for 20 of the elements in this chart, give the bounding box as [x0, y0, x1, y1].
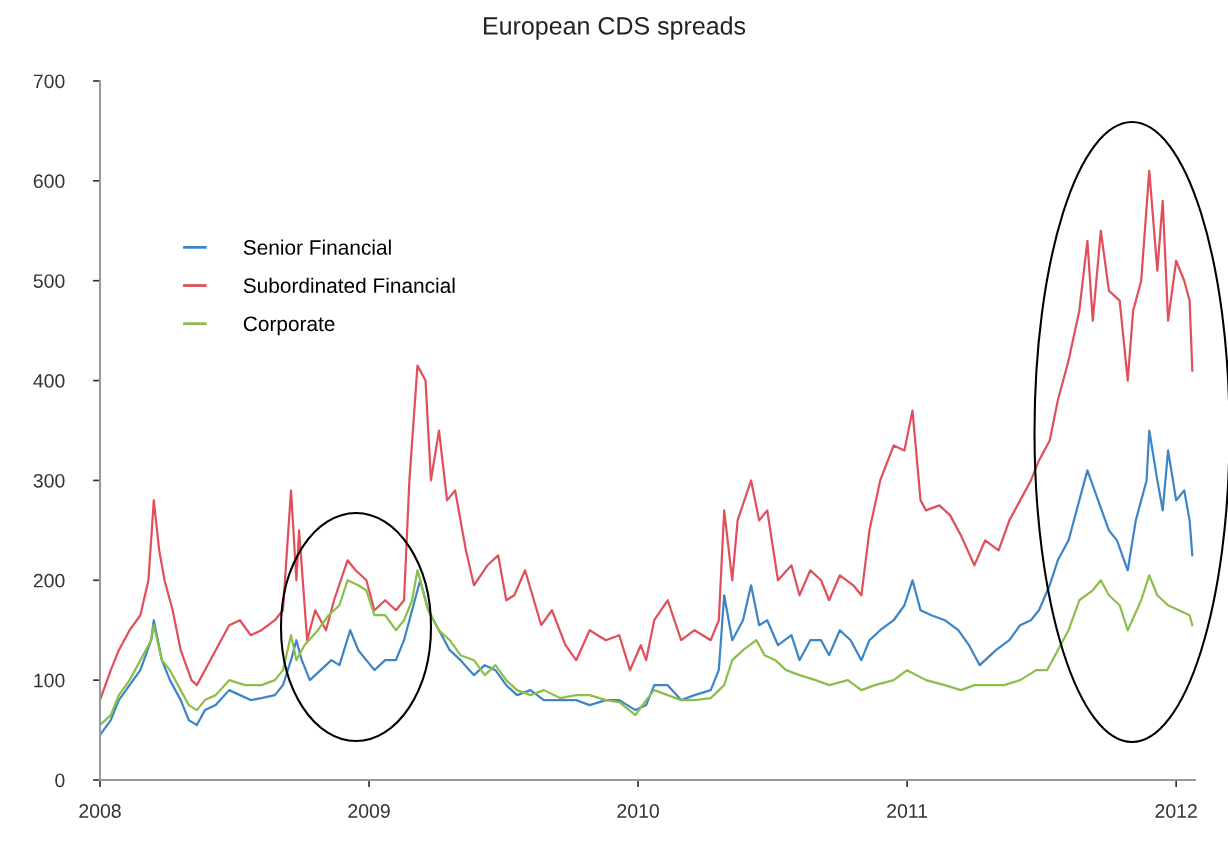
y-tick-label: 100	[34, 673, 65, 688]
legend-label: Subordinated Financial	[243, 277, 455, 294]
line-series	[100, 169, 1194, 702]
y-tick-label: 600	[33, 174, 65, 189]
x-tick-label: 2011	[887, 804, 928, 818]
line-series	[100, 569, 1194, 727]
x-tick-label: 2009	[348, 804, 390, 818]
y-tick-label: 200	[33, 573, 65, 588]
legend-label: Corporate	[243, 316, 335, 336]
chart-title: European CDS spreads	[484, 16, 746, 40]
y-tick-label: 700	[33, 74, 65, 89]
x-tick-label: 2012	[1155, 804, 1197, 818]
line-series	[100, 429, 1194, 737]
y-tick-label: 0	[55, 773, 65, 788]
y-tick-label: 500	[33, 274, 65, 288]
legend-label: Senior Financial	[243, 239, 391, 255]
x-tick-label: 2010	[617, 804, 659, 818]
x-tick-label: 2008	[79, 804, 121, 818]
y-tick-label: 400	[33, 374, 65, 388]
y-tick-label: 300	[33, 473, 65, 488]
